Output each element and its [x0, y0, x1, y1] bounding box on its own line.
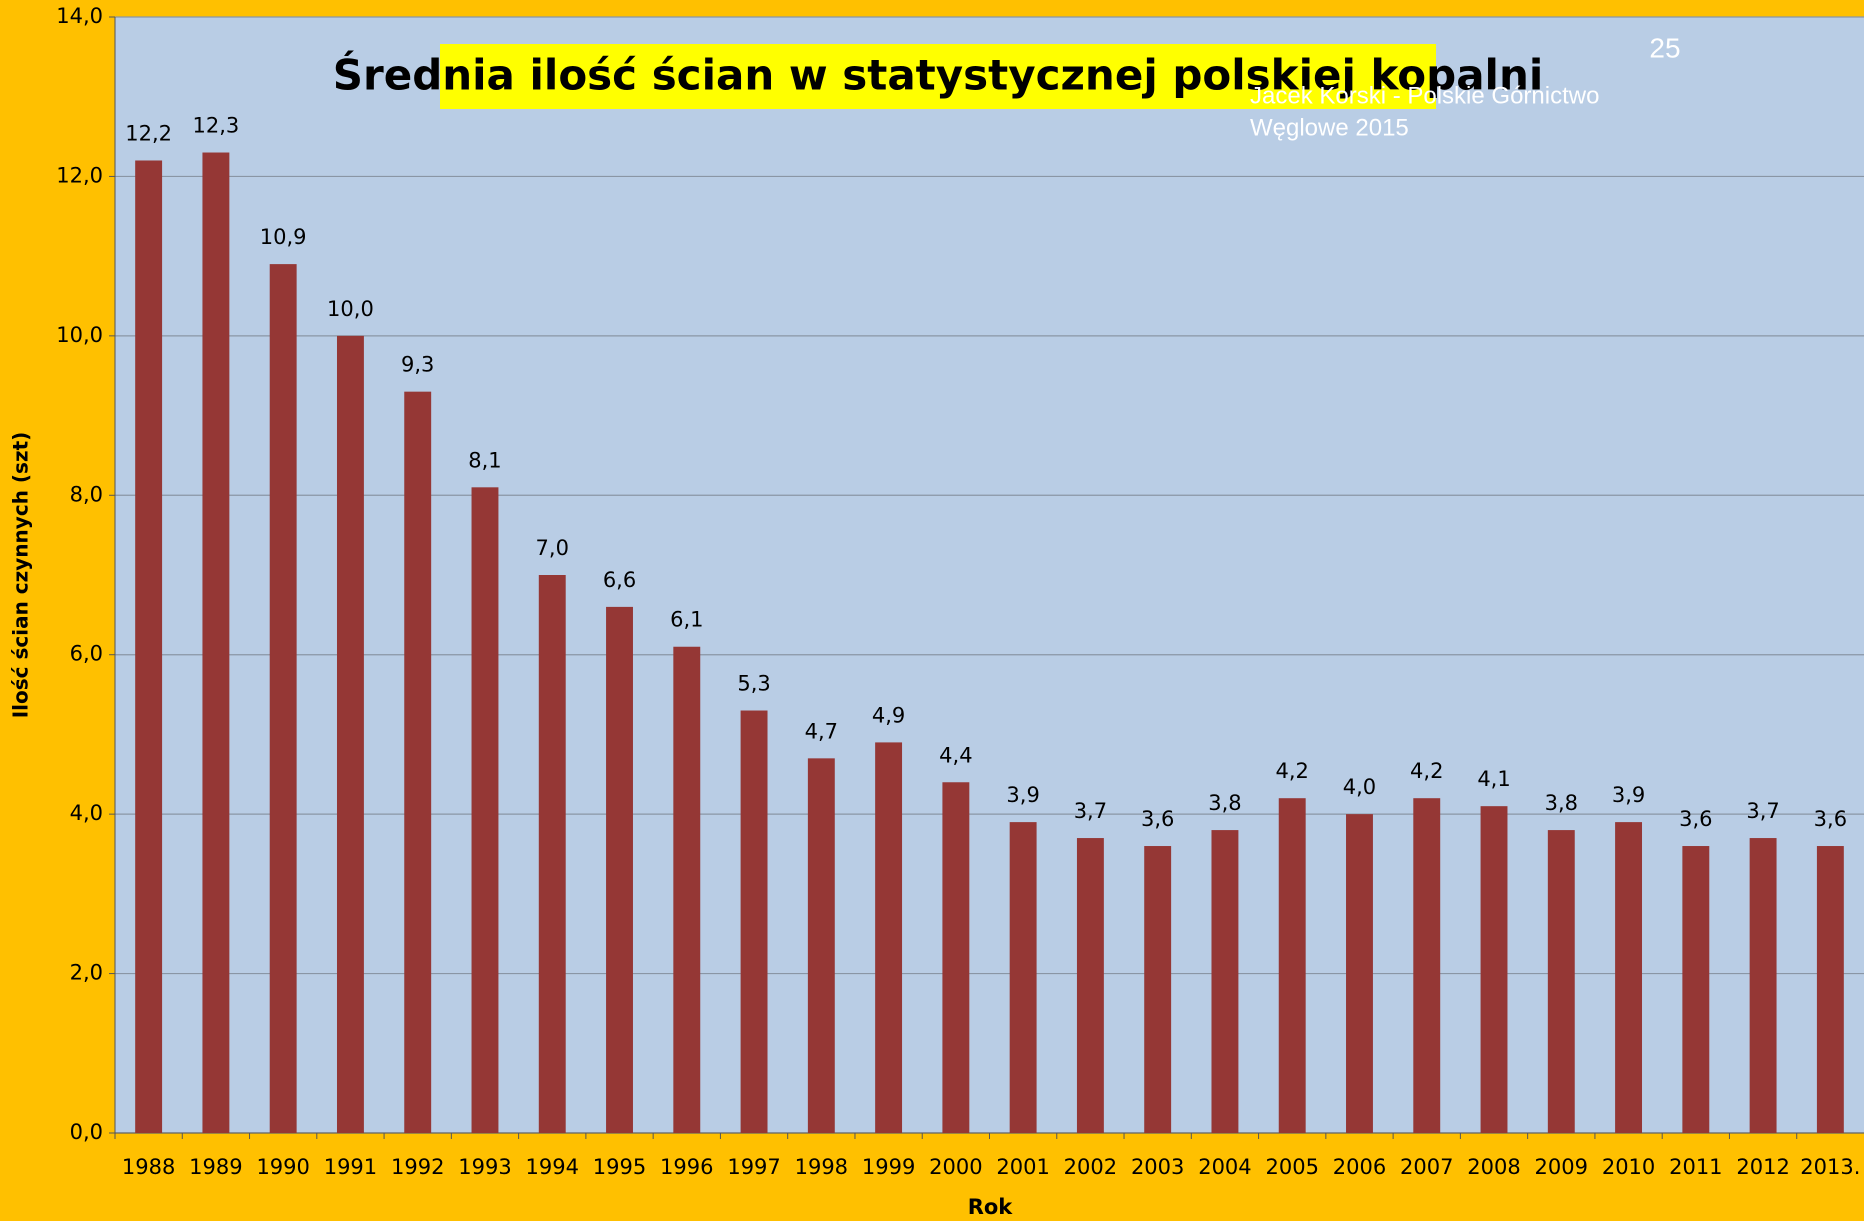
x-tick-label: 2000: [929, 1155, 982, 1179]
watermark: Jacek Korski - Polskie Górnictwo: [1250, 82, 1599, 109]
data-label: 12,3: [193, 114, 240, 138]
x-tick-label: 1993: [458, 1155, 511, 1179]
x-tick-label: 1988: [122, 1155, 175, 1179]
x-tick-label: 1997: [727, 1155, 780, 1179]
x-tick-label: 1998: [795, 1155, 848, 1179]
data-label: 4,9: [872, 703, 905, 727]
y-tick-label: 4,0: [70, 801, 103, 825]
data-label: 4,2: [1276, 759, 1309, 783]
x-tick-label: 1995: [593, 1155, 646, 1179]
x-axis-label: Rok: [968, 1195, 1014, 1219]
data-label: 4,7: [805, 719, 838, 743]
data-label: 6,1: [670, 608, 703, 632]
bar: [1211, 830, 1239, 1133]
bar: [336, 335, 364, 1133]
data-label: 3,9: [1612, 783, 1645, 807]
data-label: 9,3: [401, 353, 434, 377]
data-label: 3,8: [1545, 791, 1578, 815]
bar: [942, 782, 970, 1133]
watermark: Węglowe 2015: [1250, 114, 1409, 141]
y-tick-label: 12,0: [56, 163, 103, 187]
x-tick-label: 1996: [660, 1155, 713, 1179]
x-tick-label: 2011: [1669, 1155, 1722, 1179]
bar: [1009, 822, 1037, 1133]
x-tick-label: 1989: [189, 1155, 242, 1179]
bar: [875, 742, 903, 1133]
bar: [538, 575, 566, 1133]
data-label: 8,1: [468, 448, 501, 472]
data-label: 10,9: [260, 225, 307, 249]
x-tick-label: 2007: [1400, 1155, 1453, 1179]
bar: [1278, 798, 1306, 1133]
data-label: 4,1: [1477, 767, 1510, 791]
bar: [606, 606, 633, 1133]
x-tick-label: 2010: [1602, 1155, 1655, 1179]
bar: [1615, 822, 1643, 1133]
x-tick-label: 2006: [1333, 1155, 1386, 1179]
x-tick-label: 2004: [1198, 1155, 1251, 1179]
bar: [1413, 798, 1441, 1133]
y-tick-label: 8,0: [70, 482, 103, 506]
x-tick-label: 1991: [324, 1155, 377, 1179]
data-label: 3,8: [1208, 791, 1241, 815]
bar: [807, 758, 835, 1133]
x-tick-label: 2002: [1064, 1155, 1117, 1179]
bar: [1547, 830, 1575, 1133]
data-label: 3,6: [1141, 807, 1174, 831]
bar: [1076, 838, 1104, 1133]
data-label: 12,2: [125, 121, 172, 145]
bar: [1144, 846, 1172, 1133]
x-tick-label: 2012: [1736, 1155, 1789, 1179]
y-tick-label: 6,0: [70, 642, 103, 666]
page-number: 25: [1649, 32, 1680, 63]
data-label: 4,2: [1410, 759, 1443, 783]
bar: [404, 391, 432, 1134]
bar: [1816, 846, 1844, 1133]
bar: [135, 160, 163, 1133]
chart-title: Średnia ilość ścian w statystycznej pols…: [333, 50, 1544, 100]
x-tick-label: 1994: [526, 1155, 579, 1179]
bar: [269, 264, 297, 1134]
x-tick-label: 2001: [996, 1155, 1049, 1179]
bar: [740, 710, 768, 1133]
x-tick-label: 1992: [391, 1155, 444, 1179]
y-tick-label: 0,0: [70, 1120, 103, 1144]
data-label: 3,7: [1074, 799, 1107, 823]
data-label: 3,6: [1814, 807, 1847, 831]
x-tick-label: 1990: [256, 1155, 309, 1179]
bar: [202, 152, 230, 1133]
plot-area: [115, 17, 1864, 1133]
bar: [1682, 846, 1710, 1133]
title-box: [440, 44, 1436, 109]
data-label: 6,6: [603, 568, 636, 592]
x-tick-label: 2005: [1265, 1155, 1318, 1179]
data-label: 3,7: [1746, 799, 1779, 823]
bar: [471, 487, 499, 1133]
bar: [1480, 806, 1508, 1133]
x-tick-label: 2003: [1131, 1155, 1184, 1179]
bar: [673, 646, 701, 1133]
data-label: 3,6: [1679, 807, 1712, 831]
x-tick-label: 2013.: [1800, 1155, 1860, 1179]
bar: [1749, 838, 1777, 1133]
x-tick-label: 2009: [1535, 1155, 1588, 1179]
data-label: 3,9: [1006, 783, 1039, 807]
y-axis-label: Ilość ścian czynnych (szt): [9, 432, 33, 719]
x-tick-label: 2008: [1467, 1155, 1520, 1179]
x-tick-label: 1999: [862, 1155, 915, 1179]
data-label: 5,3: [737, 672, 770, 696]
y-tick-label: 14,0: [56, 4, 103, 28]
data-label: 4,4: [939, 743, 972, 767]
data-label: 10,0: [327, 297, 374, 321]
y-tick-label: 2,0: [70, 961, 103, 985]
bar: [1346, 814, 1373, 1133]
data-label: 4,0: [1343, 775, 1376, 799]
data-label: 7,0: [536, 536, 569, 560]
y-tick-label: 10,0: [56, 323, 103, 347]
